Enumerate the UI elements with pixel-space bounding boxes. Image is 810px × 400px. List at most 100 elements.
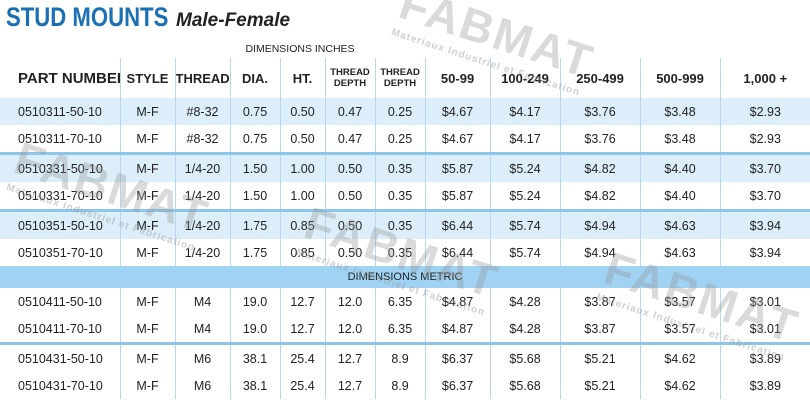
cell-price-500-999: $4.63	[640, 209, 721, 239]
table-row: 0510431-70-10 M-F M6 38.1 25.4 12.7 8.9 $6.37 $5…	[0, 372, 810, 399]
inches-label: DIMENSIONS INCHES	[245, 43, 355, 55]
cell-dia: 1.75	[230, 209, 281, 239]
cell-price-250-499: $5.21	[560, 372, 641, 399]
cell-thread-depth-1: 0.50	[325, 209, 376, 239]
cell-dia: 1.75	[230, 239, 281, 266]
header-thread-depth-1-bottom: DEPTH	[333, 78, 367, 89]
cell-thread-depth-2: 6.35	[375, 288, 426, 315]
cell-thread: 1/4-20	[175, 209, 231, 239]
cell-ht: 12.7	[280, 288, 326, 315]
cell-price-50-99: $4.67	[425, 98, 491, 125]
cell-price-500-999: $4.62	[640, 342, 721, 372]
cell-price-500-999: $3.57	[640, 315, 721, 344]
cell-thread-depth-1: 12.7	[325, 342, 376, 372]
title-main: STUD MOUNTS	[6, 2, 169, 32]
header-style: STYLE	[120, 58, 176, 98]
cell-price-250-499: $4.82	[560, 152, 641, 182]
cell-price-1000-plus: $2.93	[720, 98, 810, 125]
cell-price-500-999: $3.48	[640, 98, 721, 125]
cell-thread: #8-32	[175, 98, 231, 125]
cell-dia: 0.75	[230, 98, 281, 125]
metric-section-row: DIMENSIONS METRIC	[0, 266, 810, 288]
cell-price-500-999: $4.40	[640, 182, 721, 211]
header-dia: DIA.	[230, 58, 281, 98]
cell-ht: 25.4	[280, 372, 326, 399]
cell-price-500-999: $3.57	[640, 288, 721, 315]
cell-price-250-499: $5.21	[560, 342, 641, 372]
cell-thread-depth-2: 8.9	[375, 372, 426, 399]
header-price-100-249: 100-249	[490, 58, 561, 98]
cell-price-50-99: $5.87	[425, 182, 491, 211]
header-thread-depth-2-top: THREAD	[380, 67, 420, 78]
cell-thread: 1/4-20	[175, 239, 231, 266]
cell-part-number: 0510331-50-10	[0, 152, 121, 182]
cell-ht: 0.85	[280, 209, 326, 239]
cell-part-number: 0510351-50-10	[0, 209, 121, 239]
cell-part-number: 0510311-70-10	[0, 125, 121, 154]
cell-price-50-99: $4.67	[425, 125, 491, 154]
header-thread-depth-2-bottom: DEPTH	[383, 78, 417, 89]
header-ht: HT.	[280, 58, 326, 98]
cell-price-50-99: $6.37	[425, 372, 491, 399]
cell-thread: 1/4-20	[175, 152, 231, 182]
cell-price-100-249: $5.68	[490, 372, 561, 399]
table-row: 0510411-50-10 M-F M4 19.0 12.7 12.0 6.35 $4.87 $…	[0, 288, 810, 315]
cell-price-250-499: $3.87	[560, 288, 641, 315]
cell-part-number: 0510411-50-10	[0, 288, 121, 315]
cell-thread-depth-2: 0.25	[375, 98, 426, 125]
table-row: 0510331-70-10 M-F 1/4-20 1.50 1.00 0.50 0.35 $5…	[0, 182, 810, 211]
stud-mounts-table: DIMENSIONS INCHES PART NUMBER STYLE THRE…	[0, 40, 810, 399]
cell-price-250-499: $4.94	[560, 209, 641, 239]
cell-thread: 1/4-20	[175, 182, 231, 211]
cell-price-1000-plus: $3.70	[749, 188, 781, 203]
cell-style: M-F	[120, 209, 176, 239]
cell-ht: 25.4	[280, 342, 326, 372]
cell-price-100-249: $5.24	[490, 182, 561, 211]
cell-thread-depth-1: 0.50	[325, 182, 376, 211]
cell-price-1000-plus: $3.89	[749, 378, 781, 393]
cell-price-50-99: $4.87	[425, 288, 491, 315]
header-thread-depth-1: THREAD DEPTH	[325, 58, 376, 98]
cell-style: M-F	[120, 315, 176, 344]
header-row: PART NUMBER STYLE THREAD DIA. HT. THREAD…	[0, 58, 810, 98]
cell-price-100-249: $4.17	[490, 125, 561, 154]
cell-style: M-F	[120, 152, 176, 182]
table-row: 0510431-50-10 M-F M6 38.1 25.4 12.7 8.9 $6.37 $5…	[0, 342, 810, 372]
header-price-500-999: 500-999	[640, 58, 721, 98]
cell-ht: 0.50	[280, 125, 326, 154]
cell-thread: M6	[175, 342, 231, 372]
cell-price-250-499: $4.94	[560, 239, 641, 266]
cell-thread-depth-1: 0.47	[325, 98, 376, 125]
cell-price-100-249: $5.74	[490, 209, 561, 239]
cell-dia: 1.50	[230, 152, 281, 182]
cell-thread: M4	[175, 288, 231, 315]
cell-price-1000-plus: $3.70	[720, 152, 810, 182]
cell-thread-depth-2: 0.35	[375, 239, 426, 266]
cell-price-100-249: $5.68	[490, 342, 561, 372]
cell-price-500-999: $3.48	[640, 125, 721, 154]
cell-thread-depth-2: 0.25	[375, 125, 426, 154]
header-thread-depth-2: THREAD DEPTH	[375, 58, 426, 98]
cell-dia: 19.0	[230, 315, 281, 344]
cell-price-100-249: $4.17	[490, 98, 561, 125]
cell-price-100-249: $4.28	[490, 288, 561, 315]
cell-thread: #8-32	[175, 125, 231, 154]
cell-part-number: 0510431-50-10	[0, 342, 121, 372]
cell-thread: M4	[175, 315, 231, 344]
cell-price-50-99: $5.87	[425, 152, 491, 182]
cell-price-1000-plus: $3.89	[720, 342, 810, 372]
cell-thread-depth-1: 12.7	[325, 372, 376, 399]
cell-style: M-F	[120, 239, 176, 266]
cell-thread-depth-2: 0.35	[375, 209, 426, 239]
cell-price-500-999: $4.40	[640, 152, 721, 182]
cell-price-1000-plus: $3.94	[749, 245, 781, 260]
cell-ht: 1.00	[280, 182, 326, 211]
cell-price-50-99: $6.44	[425, 209, 491, 239]
cell-ht: 0.50	[280, 98, 326, 125]
cell-part-number: 0510311-50-10	[0, 98, 121, 125]
title-sub: Male-Female	[176, 10, 291, 31]
cell-thread-depth-1: 12.0	[325, 315, 376, 344]
cell-thread-depth-2: 0.35	[375, 152, 426, 182]
cell-style: M-F	[120, 125, 176, 154]
cell-thread-depth-2: 6.35	[375, 315, 426, 344]
